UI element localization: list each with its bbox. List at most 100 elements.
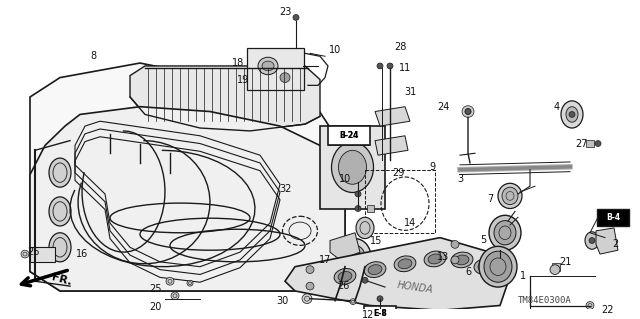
Text: 23: 23 (279, 7, 291, 17)
Ellipse shape (49, 197, 71, 226)
Ellipse shape (377, 63, 383, 69)
Text: 18: 18 (232, 58, 244, 68)
Polygon shape (330, 233, 360, 260)
Ellipse shape (258, 57, 278, 75)
Ellipse shape (332, 142, 374, 192)
Text: E-8: E-8 (373, 309, 387, 318)
Text: 7: 7 (487, 194, 493, 204)
Ellipse shape (451, 241, 459, 248)
Text: 29: 29 (392, 167, 404, 178)
Ellipse shape (498, 183, 522, 209)
Ellipse shape (345, 245, 365, 269)
Ellipse shape (492, 258, 500, 266)
FancyBboxPatch shape (364, 306, 396, 319)
Ellipse shape (350, 299, 356, 305)
Ellipse shape (338, 271, 352, 281)
Ellipse shape (387, 63, 393, 69)
Text: 30: 30 (276, 296, 288, 306)
Text: 31: 31 (404, 87, 416, 97)
Text: 14: 14 (404, 218, 416, 228)
Ellipse shape (502, 187, 518, 204)
Polygon shape (30, 107, 345, 291)
Text: 17: 17 (319, 255, 331, 265)
Ellipse shape (394, 256, 416, 272)
Text: 5: 5 (480, 234, 486, 245)
Text: 15: 15 (370, 235, 382, 246)
Text: E-8: E-8 (373, 309, 387, 318)
Text: 28: 28 (394, 41, 406, 52)
Ellipse shape (355, 191, 361, 197)
Polygon shape (30, 247, 55, 262)
Ellipse shape (377, 296, 383, 302)
Text: 4: 4 (554, 102, 560, 112)
Polygon shape (130, 66, 320, 131)
Ellipse shape (451, 256, 459, 264)
Ellipse shape (21, 250, 29, 258)
Ellipse shape (462, 106, 474, 117)
Ellipse shape (49, 233, 71, 262)
Text: 10: 10 (339, 174, 351, 184)
Text: 16: 16 (76, 249, 88, 259)
Ellipse shape (49, 158, 71, 187)
Ellipse shape (356, 217, 374, 239)
Text: 12: 12 (362, 310, 374, 319)
Ellipse shape (166, 278, 174, 285)
Ellipse shape (478, 262, 492, 271)
Ellipse shape (306, 266, 314, 273)
Text: B-4: B-4 (606, 213, 620, 222)
Bar (365, 170, 435, 233)
Ellipse shape (339, 150, 367, 184)
Text: HONDA: HONDA (396, 279, 434, 294)
Ellipse shape (561, 101, 583, 128)
Text: 21: 21 (559, 257, 571, 267)
Polygon shape (375, 107, 410, 126)
Ellipse shape (494, 221, 516, 245)
Ellipse shape (280, 73, 290, 82)
Ellipse shape (302, 294, 312, 304)
Ellipse shape (171, 292, 179, 300)
Text: 27: 27 (576, 138, 588, 149)
Text: 26: 26 (337, 281, 349, 291)
Text: 25: 25 (148, 284, 161, 294)
Text: TM84E0300A: TM84E0300A (518, 296, 572, 305)
Ellipse shape (187, 280, 193, 286)
Text: 8: 8 (90, 51, 96, 61)
Ellipse shape (474, 259, 496, 274)
Ellipse shape (398, 259, 412, 269)
Ellipse shape (595, 141, 601, 146)
Bar (552, 263, 560, 271)
FancyBboxPatch shape (329, 127, 369, 145)
Text: 22: 22 (602, 305, 614, 315)
Text: 24: 24 (437, 102, 449, 112)
Ellipse shape (589, 238, 595, 243)
Ellipse shape (262, 61, 274, 71)
Text: 20: 20 (149, 302, 161, 312)
Text: 2: 2 (612, 239, 618, 249)
Ellipse shape (451, 252, 473, 268)
Ellipse shape (455, 255, 469, 265)
Text: 13: 13 (437, 252, 449, 262)
FancyBboxPatch shape (328, 126, 370, 145)
Bar (586, 140, 594, 147)
Ellipse shape (586, 302, 594, 309)
Ellipse shape (306, 282, 314, 290)
Ellipse shape (362, 278, 368, 283)
Text: 19: 19 (237, 75, 249, 85)
Text: B-24: B-24 (339, 131, 358, 140)
Polygon shape (30, 63, 345, 291)
Text: 32: 32 (279, 184, 291, 194)
Text: 1: 1 (520, 271, 526, 281)
Text: 10: 10 (329, 45, 341, 56)
Ellipse shape (465, 109, 471, 115)
Ellipse shape (585, 232, 599, 249)
Ellipse shape (364, 262, 386, 278)
Ellipse shape (587, 303, 593, 308)
Text: 6: 6 (465, 267, 471, 277)
Text: FR.: FR. (50, 272, 72, 287)
Text: B-24: B-24 (339, 131, 358, 140)
Ellipse shape (489, 215, 521, 250)
Polygon shape (596, 228, 618, 254)
Ellipse shape (550, 265, 560, 274)
Ellipse shape (334, 269, 356, 284)
Ellipse shape (428, 254, 442, 264)
